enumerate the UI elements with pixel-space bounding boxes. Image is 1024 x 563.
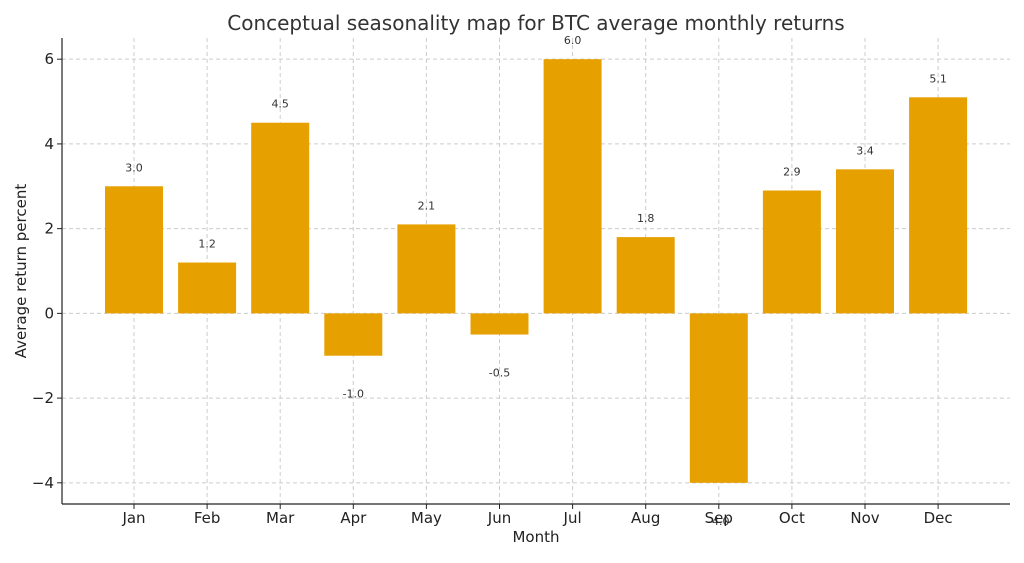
x-axis-label: Month <box>512 528 559 546</box>
x-tick-label: Nov <box>850 509 879 527</box>
data-label: -1.0 <box>343 388 364 401</box>
bar-apr <box>324 313 383 356</box>
bar-jun <box>470 313 529 335</box>
y-tick-label: −4 <box>32 474 54 492</box>
bar-jul <box>543 59 602 314</box>
y-tick-label: 0 <box>44 304 54 322</box>
x-tick-label: Jun <box>487 509 511 527</box>
x-tick-label: Jul <box>563 509 582 527</box>
x-tick-label: Apr <box>340 509 367 527</box>
data-label: 3.4 <box>856 144 874 157</box>
x-tick-label: Dec <box>924 509 953 527</box>
bar-nov <box>836 169 894 314</box>
x-tick-label: Oct <box>779 509 805 527</box>
x-tick-label: Sep <box>705 509 733 527</box>
bar-oct <box>762 190 821 314</box>
axes: −4 −2 0 2 4 6 Jan Feb Mar Apr May Jun Jul Aug Sep Oct No… <box>32 38 1010 527</box>
x-tick-label: Aug <box>631 509 660 527</box>
x-tick-label: May <box>411 509 442 527</box>
y-tick-label: 4 <box>44 135 54 153</box>
data-label: 2.9 <box>783 166 801 179</box>
y-tick-label: −2 <box>32 389 54 407</box>
bar-sep <box>689 313 748 483</box>
data-label: 4.5 <box>271 98 289 111</box>
bar-dec <box>909 97 968 314</box>
data-label: 5.1 <box>929 72 947 85</box>
data-label: 3.0 <box>125 161 143 174</box>
x-tick-label: Feb <box>194 509 221 527</box>
data-label: -4.0 <box>708 515 729 528</box>
data-label: 1.8 <box>637 212 655 225</box>
data-label: 1.2 <box>198 238 216 251</box>
data-label: 6.0 <box>564 34 582 47</box>
x-tick-label: Mar <box>266 509 295 527</box>
data-label: -0.5 <box>489 367 510 380</box>
bar-aug <box>616 237 675 314</box>
y-tick-label: 2 <box>44 220 54 238</box>
chart-title: Conceptual seasonality map for BTC avera… <box>227 11 844 35</box>
y-tick-label: 6 <box>44 50 54 68</box>
bar-may <box>397 224 456 314</box>
data-label: 2.1 <box>418 199 436 212</box>
bar-feb <box>178 262 237 314</box>
bars <box>105 59 968 483</box>
y-axis-label: Average return percent <box>12 184 30 359</box>
bar-mar <box>251 122 310 314</box>
data-labels: 3.0 1.2 4.5 -1.0 2.1 -0.5 6.0 1.8 -4.0 2.9 3.4 5.1 <box>125 34 947 528</box>
bar-jan <box>105 186 163 314</box>
x-tick-label: Jan <box>121 509 145 527</box>
